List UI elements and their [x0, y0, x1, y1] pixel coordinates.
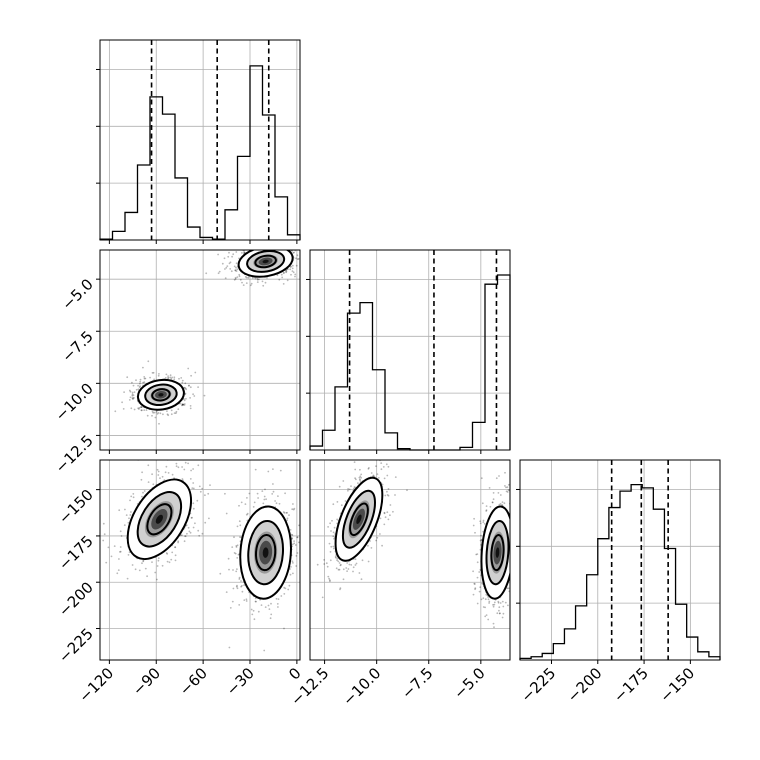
hist-bin: [609, 508, 620, 660]
contour-middle: [136, 491, 183, 548]
density-panel-0-2: [96, 459, 301, 664]
histogram-step: [519, 483, 721, 660]
panel-frame: [519, 459, 721, 661]
contour-inner: [151, 388, 171, 402]
histogram-step: [309, 274, 511, 451]
hist-bin: [564, 629, 575, 660]
panel-frame: [99, 249, 301, 451]
hist-bin: [598, 539, 609, 660]
grid: [100, 40, 300, 240]
contour-inner: [349, 502, 369, 537]
contour-middle: [246, 250, 286, 273]
x-tick-label: −150: [656, 664, 698, 706]
hist-bin: [188, 227, 201, 240]
hist-bin: [664, 549, 675, 660]
hist-bin: [275, 197, 288, 240]
contour-outer: [239, 505, 292, 600]
x-tick-label: −10.0: [339, 664, 384, 709]
density-panel-1-2: [309, 459, 511, 664]
hist-bin: [498, 275, 511, 450]
panel-frame: [309, 249, 511, 451]
hist-bin: [385, 433, 398, 450]
x-tick-label: −225: [517, 664, 559, 706]
hist-bin: [553, 644, 564, 660]
contour-inner: [490, 534, 505, 572]
hist-bin: [125, 212, 138, 240]
x-tick-label: −60: [176, 664, 211, 699]
contour-middle: [144, 383, 178, 407]
panel-frame: [99, 459, 301, 661]
contour-middle: [247, 519, 285, 586]
hist-bin: [676, 604, 687, 660]
grid: [310, 250, 510, 450]
y-tick-label: −5.0: [58, 275, 96, 313]
density-panel-0-1: [96, 249, 301, 454]
x-tick-label: −30: [223, 664, 258, 699]
contour-outer: [237, 250, 294, 278]
hist-bin: [485, 284, 498, 450]
x-tick-label: −90: [129, 664, 164, 699]
y-tick-label: −7.5: [58, 327, 96, 365]
hist-bin: [576, 606, 587, 660]
contour-outer: [480, 505, 510, 600]
grid: [520, 460, 720, 660]
hist-bin: [653, 509, 664, 660]
x-tick-label: −120: [75, 664, 117, 706]
hist-bin: [163, 114, 176, 240]
y-tick-label: −10.0: [52, 379, 97, 424]
hist-bin: [620, 491, 631, 660]
histogram-panel-0: [96, 39, 301, 244]
contour-inner: [254, 534, 277, 572]
hist-bin: [335, 387, 348, 450]
panel-frame: [309, 459, 511, 661]
histogram-panel-2: [516, 459, 721, 664]
hist-bin: [587, 575, 598, 660]
panel-frame: [99, 39, 301, 241]
y-tick-label: −12.5: [52, 432, 97, 477]
contour-middle: [485, 519, 510, 586]
grid: [100, 250, 300, 450]
contour-outer: [126, 478, 193, 560]
histogram-step: [99, 65, 301, 240]
x-tick-label: −5.0: [450, 664, 488, 702]
x-tick-label: −200: [564, 664, 606, 706]
hist-bin: [138, 165, 151, 240]
x-tick-label: −175: [610, 664, 652, 706]
hist-bin: [687, 637, 698, 660]
y-tick-label: −200: [55, 578, 97, 620]
hist-bin: [373, 370, 386, 450]
y-tick-label: −175: [55, 532, 97, 574]
hist-bin: [113, 231, 126, 240]
hist-bin: [250, 66, 263, 240]
hist-bin: [288, 235, 301, 240]
y-tick-label: −150: [55, 486, 97, 528]
contour-outer: [334, 476, 384, 562]
hist-bin: [238, 156, 251, 240]
contour-inner: [146, 503, 173, 536]
y-tick-label: −225: [55, 625, 97, 667]
histogram-panel-1: [306, 249, 511, 454]
hist-bin: [473, 422, 486, 450]
hist-bin: [225, 210, 238, 240]
hist-bin: [175, 178, 188, 240]
x-tick-label: −7.5: [398, 664, 436, 702]
contour-middle: [341, 489, 376, 549]
contour-inner: [254, 254, 277, 269]
contour-outer: [136, 378, 185, 411]
hist-bin: [360, 303, 373, 450]
hist-bin: [698, 652, 709, 660]
grid: [310, 460, 510, 660]
